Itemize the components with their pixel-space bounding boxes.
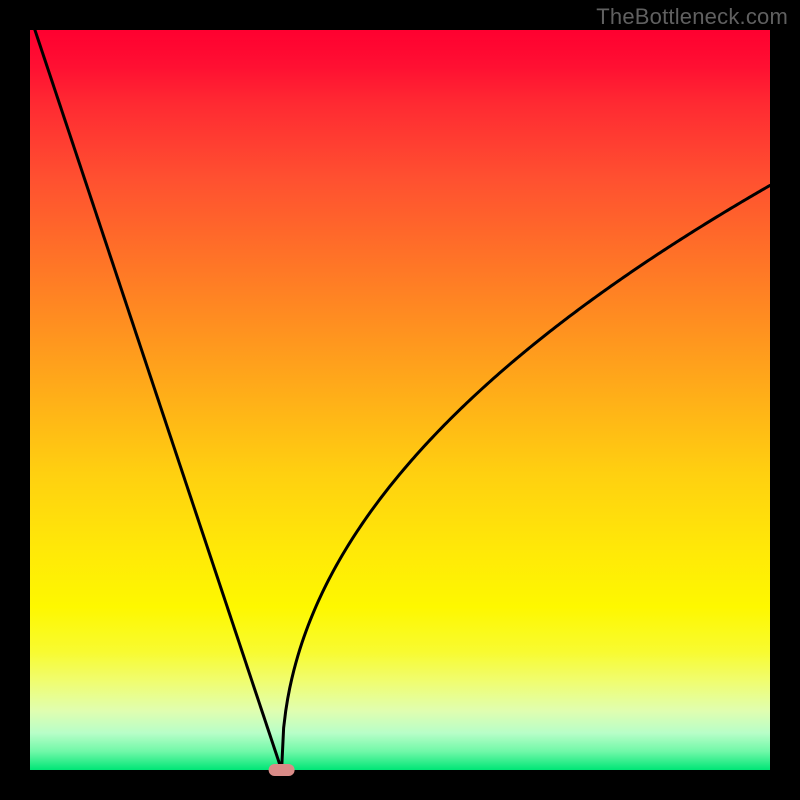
plot-area bbox=[30, 30, 770, 770]
chart-container: TheBottleneck.com bbox=[0, 0, 800, 800]
bottleneck-chart bbox=[0, 0, 800, 800]
watermark-text: TheBottleneck.com bbox=[596, 4, 788, 30]
minimum-marker bbox=[269, 764, 295, 776]
